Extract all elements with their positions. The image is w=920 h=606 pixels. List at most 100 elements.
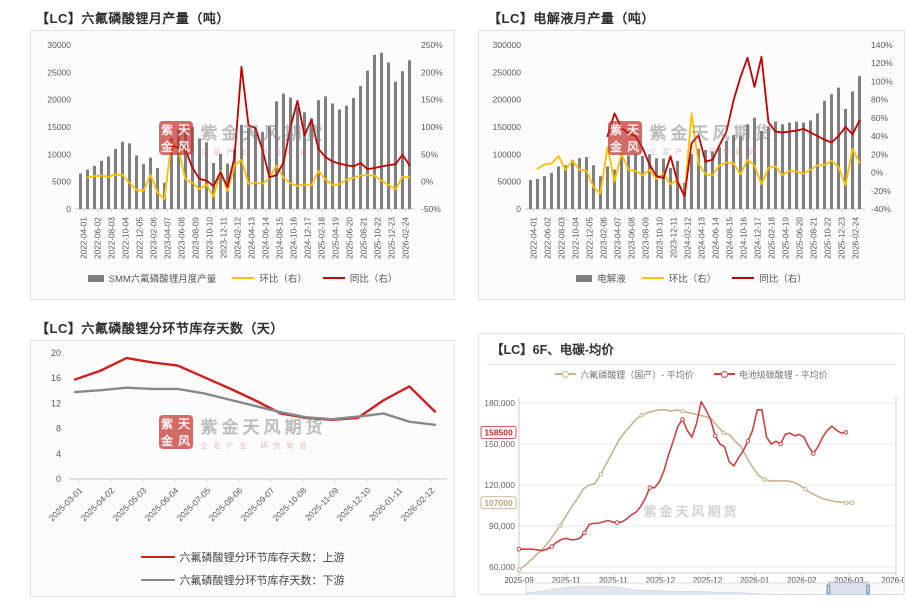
prices-chart-title: 【LC】6F、电碳-均价	[491, 343, 614, 357]
svg-text:0: 0	[56, 474, 61, 484]
svg-text:2025-12: 2025-12	[693, 576, 723, 585]
svg-text:100%: 100%	[421, 122, 443, 132]
svg-text:2023-02-06: 2023-02-06	[600, 217, 609, 259]
bar	[718, 147, 721, 209]
title-separator	[487, 364, 896, 365]
svg-text:60%: 60%	[871, 113, 888, 123]
bar	[233, 149, 236, 209]
page-title: 【LC】六氟磷酸锂月产量（吨）	[36, 11, 230, 26]
svg-text:2022-08-03: 2022-08-03	[558, 217, 567, 259]
legend-label: 电池级碳酸锂 - 平均价	[738, 369, 828, 380]
electrolyte-chart-title: 【LC】电解液月产量（吨）	[488, 11, 655, 26]
bar	[725, 140, 728, 209]
bar	[711, 151, 714, 209]
svg-text:2025-02-18: 2025-02-18	[768, 217, 777, 259]
svg-text:50000: 50000	[497, 177, 521, 187]
bar	[331, 103, 334, 209]
line-circle-marker	[555, 370, 577, 378]
bars-series	[529, 76, 861, 209]
bar	[114, 148, 117, 209]
bar	[543, 176, 546, 209]
bar	[620, 157, 623, 209]
svg-text:107000: 107000	[484, 498, 513, 508]
bar	[634, 154, 637, 209]
svg-text:40%: 40%	[871, 131, 888, 141]
bar	[254, 128, 257, 209]
data-point-marker	[516, 546, 522, 552]
bar	[261, 131, 264, 209]
legend-label: 环比（右）	[259, 274, 307, 285]
bar	[184, 125, 187, 209]
bar	[289, 97, 292, 209]
legend-item[interactable]: 电池级碳酸锂 - 平均价	[713, 368, 828, 381]
legend-item: 环比（右）	[641, 271, 716, 285]
bar	[373, 54, 376, 210]
svg-text:50%: 50%	[421, 149, 438, 159]
data-point-marker	[745, 438, 751, 444]
bar	[648, 154, 651, 209]
legend-label: 电解液	[597, 274, 626, 285]
data-point-marker	[849, 500, 855, 506]
svg-text:30000: 30000	[47, 40, 71, 50]
bar	[177, 128, 180, 209]
data-point-marker	[712, 433, 718, 439]
svg-text:8: 8	[56, 424, 61, 434]
svg-text:2025-11: 2025-11	[552, 576, 581, 585]
legend-item: 六氟磷酸锂分环节库存天数：下游	[140, 572, 345, 588]
svg-text:2025-12: 2025-12	[646, 576, 676, 585]
legend-item[interactable]: 六氟磷酸锂（国产）- 平均价	[555, 368, 694, 381]
svg-text:5000: 5000	[52, 177, 71, 187]
legend-label: 六氟磷酸锂分环节库存天数：上游	[179, 552, 345, 564]
prices-chart-panel: 【LC】6F、电碳-均价 六氟磷酸锂（国产）- 平均价 电池级碳酸锂 - 平均价 …	[478, 333, 905, 595]
svg-text:2025-06-20: 2025-06-20	[346, 217, 355, 259]
svg-text:2024-02-12: 2024-02-12	[684, 217, 693, 259]
svg-text:2024-12-17: 2024-12-17	[304, 217, 313, 259]
svg-text:150000: 150000	[493, 122, 522, 132]
last-value-label-box	[480, 496, 517, 510]
svg-text:2022-04-01: 2022-04-01	[80, 217, 89, 259]
svg-text:-20%: -20%	[871, 186, 891, 196]
svg-text:2023-04-07: 2023-04-07	[164, 217, 173, 259]
svg-text:2022-04-01: 2022-04-01	[530, 217, 539, 259]
prices-chart: 180,000 150,000 120,000 90,000 60,000 2025-09…	[480, 397, 904, 595]
bar	[345, 105, 348, 209]
prices-chart-legend: 六氟磷酸锂（国产）- 平均价 电池级碳酸锂 - 平均价	[479, 365, 904, 383]
bar	[662, 158, 665, 209]
svg-text:150,000: 150,000	[484, 439, 515, 449]
svg-text:2022-08-03: 2022-08-03	[108, 217, 117, 259]
bar	[310, 118, 313, 209]
bar	[275, 101, 278, 209]
legend-label: 同比（右）	[349, 274, 398, 285]
svg-text:100000: 100000	[493, 149, 522, 159]
electrolyte-chart-legend: 电解液 环比（右） 同比（右）	[479, 271, 904, 285]
data-point-marker	[549, 544, 554, 549]
svg-text:2023-10-10: 2023-10-10	[206, 217, 215, 259]
bar	[669, 168, 672, 209]
legend-item: 六氟磷酸锂分环节库存天数：上游	[140, 549, 345, 565]
svg-text:0: 0	[66, 204, 71, 214]
svg-text:2022-06-02: 2022-06-02	[544, 217, 553, 259]
bar	[366, 70, 369, 209]
svg-text:0: 0	[516, 204, 521, 214]
bar	[816, 113, 819, 209]
svg-text:300000: 300000	[493, 40, 522, 50]
svg-text:-40%: -40%	[871, 204, 891, 214]
svg-text:2025-12-23: 2025-12-23	[838, 217, 847, 259]
bar	[128, 143, 131, 209]
bar	[732, 135, 735, 209]
data-point-marker	[598, 471, 604, 477]
yoy-line	[163, 65, 411, 189]
legend-label: 六氟磷酸锂分环节库存天数：下游	[179, 575, 345, 587]
mom-line	[536, 112, 861, 198]
svg-text:0%: 0%	[421, 177, 434, 187]
svg-text:2024-08-15: 2024-08-15	[276, 217, 285, 259]
bar	[380, 52, 383, 209]
svg-text:200000: 200000	[493, 95, 522, 105]
svg-text:2026-01: 2026-01	[740, 576, 770, 585]
legend-item: SMM六氟磷酸锂月度产量	[87, 271, 216, 285]
bar	[809, 120, 812, 209]
svg-text:120,000: 120,000	[484, 480, 515, 490]
datazoom-selection[interactable]	[828, 581, 869, 595]
svg-text:120%: 120%	[871, 58, 893, 68]
svg-text:200%: 200%	[421, 67, 443, 77]
